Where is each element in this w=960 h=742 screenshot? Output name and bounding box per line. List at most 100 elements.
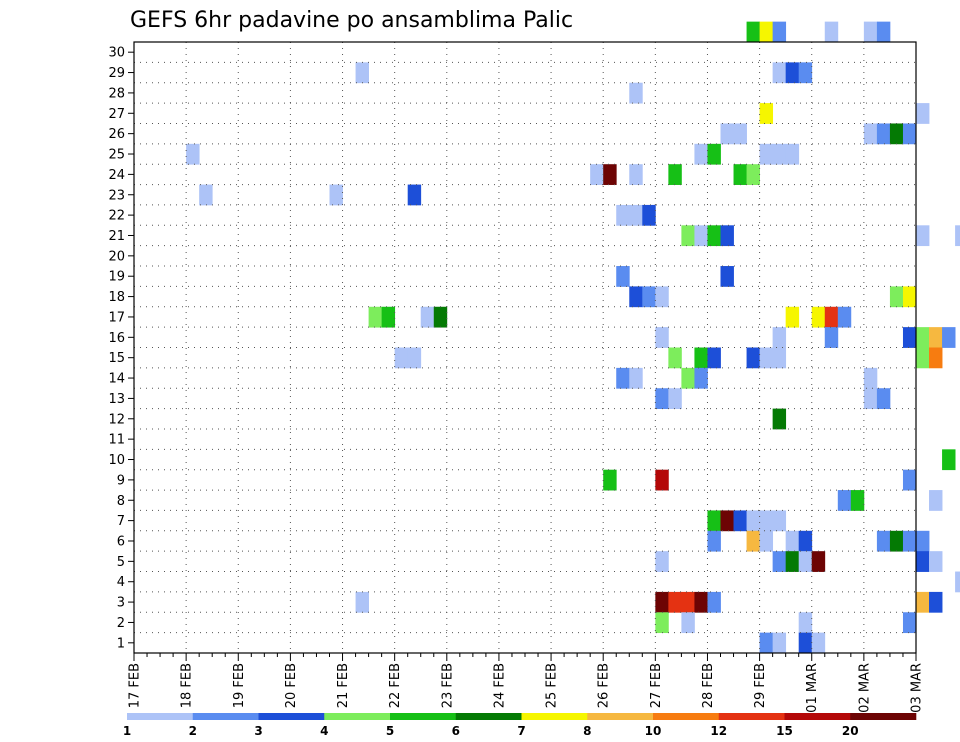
heatmap-cell (355, 62, 369, 84)
heatmap-cell (889, 123, 904, 145)
heatmap-cell (199, 184, 213, 206)
heatmap-cells (186, 21, 960, 654)
legend-label: 8 (583, 724, 591, 738)
heatmap-cell (329, 184, 343, 206)
heatmap-cell (902, 327, 917, 348)
y-tick-label: 13 (108, 392, 125, 407)
x-tick-label: 03 MAR (910, 663, 925, 713)
heatmap-cell (798, 632, 813, 654)
chart-title: GEFS 6hr padavine po ansamblima Palic (130, 8, 573, 33)
heatmap-cell (668, 388, 682, 409)
heatmap-cell (642, 204, 656, 226)
heatmap-cell (720, 123, 734, 145)
legend-swatch (324, 713, 391, 720)
heatmap-cell (694, 367, 708, 389)
heatmap-cell (798, 551, 813, 572)
y-tick-label: 15 (108, 351, 125, 366)
y-tick-label: 19 (108, 270, 125, 285)
x-tick-label: 02 MAR (857, 663, 872, 713)
heatmap-cell (433, 306, 448, 328)
heatmap-cell (916, 347, 930, 369)
heatmap-cell (694, 143, 708, 165)
legend-label: 20 (842, 724, 859, 738)
heatmap-cell (850, 490, 865, 511)
heatmap-cell (681, 367, 695, 389)
heatmap-cell (824, 21, 839, 43)
heatmap-cell (876, 21, 891, 43)
heatmap-cell (759, 510, 774, 532)
heatmap-cell (772, 551, 787, 572)
heatmap-cell (733, 510, 747, 532)
heatmap-cell (720, 510, 734, 532)
heatmap-cell (772, 408, 787, 430)
heatmap-cell (381, 306, 396, 328)
heatmap-cell (707, 591, 721, 613)
heatmap-cell (811, 551, 826, 572)
x-tick-label: 24 FEB (492, 663, 507, 708)
legend-swatch (653, 713, 720, 720)
x-tick-label: 22 FEB (388, 663, 403, 708)
heatmap-cell (655, 327, 669, 348)
heatmap-cell (694, 225, 708, 247)
y-tick-label: 25 (108, 148, 125, 163)
heatmap-cell (772, 21, 787, 43)
heatmap-cell (629, 164, 643, 185)
legend-swatch (192, 713, 259, 720)
heatmap-cell (629, 204, 643, 226)
heatmap-cell (759, 347, 774, 369)
legend-swatch (521, 713, 588, 720)
y-tick-label: 21 (108, 229, 125, 244)
heatmap-cell (876, 123, 891, 145)
heatmap-cell (916, 327, 930, 348)
heatmap-cell (837, 306, 852, 328)
y-tick-label: 24 (108, 168, 125, 183)
heatmap-cell (837, 490, 852, 511)
heatmap-cell (824, 306, 839, 328)
y-tick-label: 8 (117, 494, 125, 509)
legend-swatch (390, 713, 457, 720)
heatmap-cell (720, 225, 734, 247)
y-tick-label: 7 (117, 514, 125, 529)
heatmap-cell (772, 347, 787, 369)
heatmap-cell (929, 551, 943, 572)
legend-label: 4 (320, 724, 328, 738)
heatmap-cell (863, 388, 878, 409)
heatmap-cell (355, 591, 369, 613)
x-tick-label: 23 FEB (440, 663, 455, 708)
heatmap-cell (681, 591, 695, 613)
y-tick-label: 22 (108, 209, 125, 224)
y-tick-label: 4 (117, 575, 125, 590)
legend-label: 6 (452, 724, 460, 738)
heatmap-cell (889, 530, 904, 552)
heatmap-cell (916, 551, 930, 572)
heatmap-cell (642, 286, 656, 308)
y-tick-label: 20 (108, 249, 125, 264)
heatmap-cell (902, 286, 917, 308)
heatmap-cell (811, 632, 826, 654)
heatmap-cell (916, 530, 930, 552)
legend-label: 12 (710, 724, 727, 738)
y-tick-label: 23 (108, 188, 125, 203)
legend-label: 2 (189, 724, 197, 738)
y-tick-label: 11 (108, 433, 125, 448)
heatmap-cell (929, 591, 943, 613)
heatmap-cell (394, 347, 409, 369)
legend-swatch (587, 713, 654, 720)
heatmap-cell (655, 388, 669, 409)
heatmap-cell (942, 449, 956, 471)
heatmap-cell (955, 571, 960, 593)
heatmap-cell (798, 612, 813, 634)
heatmap-cell (655, 551, 669, 572)
heatmap-cell (603, 164, 617, 185)
heatmap-cell (902, 123, 917, 145)
y-tick-label: 17 (108, 310, 125, 325)
legend-label: 5 (386, 724, 394, 738)
x-axis-ticks: 17 FEB 18 FEB 19 FEB 20 FEB 21 FEB 22 FEB 23 F… (128, 653, 925, 713)
y-tick-label: 14 (108, 372, 125, 387)
heatmap-cell (668, 164, 682, 185)
heatmap-cell (681, 225, 695, 247)
heatmap-cell (785, 306, 800, 328)
heatmap-cell (863, 123, 878, 145)
heatmap-cell (916, 591, 930, 613)
